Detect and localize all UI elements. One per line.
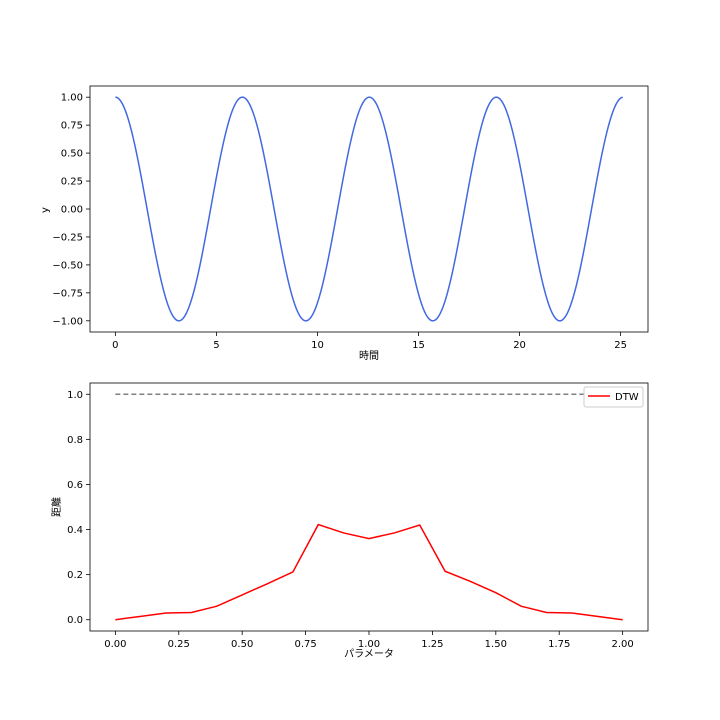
- top-ytick-label: 0.00: [61, 205, 83, 216]
- dtw-line: [115, 523, 623, 621]
- top-axes-frame: [89, 85, 649, 333]
- top-ytick-label: −0.50: [52, 260, 83, 271]
- bottom-xtick-label: 1.25: [421, 639, 443, 650]
- bottom-xtick-label: 1.50: [485, 639, 507, 650]
- legend: DTW: [583, 386, 644, 408]
- top-xtick-label: 15: [412, 340, 425, 351]
- cosine-line: [115, 96, 623, 322]
- bottom-ytick-label: 0.0: [67, 615, 83, 626]
- bottom-ytick-label: 1.0: [67, 390, 83, 401]
- top-xtick-label: 20: [513, 340, 526, 351]
- top-ytick-label: −1.00: [52, 316, 83, 327]
- bottom-axes-frame: [89, 382, 649, 632]
- bottom-xtick-label: 0.50: [231, 639, 253, 650]
- bottom-xtick-label: 1.00: [358, 639, 380, 650]
- top-xtick-label: 5: [213, 340, 219, 351]
- bottom-xtick-label: 0.25: [168, 639, 190, 650]
- bottom-xtick-label: 1.75: [548, 639, 570, 650]
- bottom-ytick-label: 0.2: [67, 570, 83, 581]
- top-ytick-label: −0.25: [52, 232, 83, 243]
- legend-box: [583, 386, 644, 408]
- top-ytick-label: 0.50: [61, 149, 83, 160]
- bottom-ytick-label: 0.6: [67, 480, 83, 491]
- bottom-ylabel: 距離: [50, 497, 63, 517]
- top-xtick-label: 0: [112, 340, 118, 351]
- bottom-ytick-label: 0.8: [67, 435, 83, 446]
- bottom-xtick-label: 2.00: [612, 639, 634, 650]
- bottom-xlabel: パラメータ: [344, 648, 394, 660]
- top-ytick-label: 0.75: [61, 121, 83, 132]
- bottom-xtick-label: 0.75: [294, 639, 316, 650]
- top-xlabel: 時間: [359, 350, 379, 362]
- top-ytick-label: 1.00: [61, 93, 83, 104]
- cosine-plot: 0 5 10 15 20 25 1.00 0.75 0.50 0.25 0.00 −0.25 −0.50…: [52, 85, 649, 351]
- top-xtick-label: 25: [614, 340, 627, 351]
- dtw-distance-plot: 0.00 0.25 0.50 0.75 1.00 1.25 1.50 1.75 2.00 0.0 0…: [67, 382, 649, 650]
- legend-label-dtw: DTW: [615, 392, 639, 403]
- bottom-xtick-label: 0.00: [104, 639, 126, 650]
- top-xtick-label: 10: [311, 340, 324, 351]
- top-ytick-label: 0.25: [61, 177, 83, 188]
- top-ylabel: y: [40, 207, 51, 213]
- top-ytick-label: −0.75: [52, 288, 83, 299]
- bottom-ytick-label: 0.4: [67, 525, 83, 536]
